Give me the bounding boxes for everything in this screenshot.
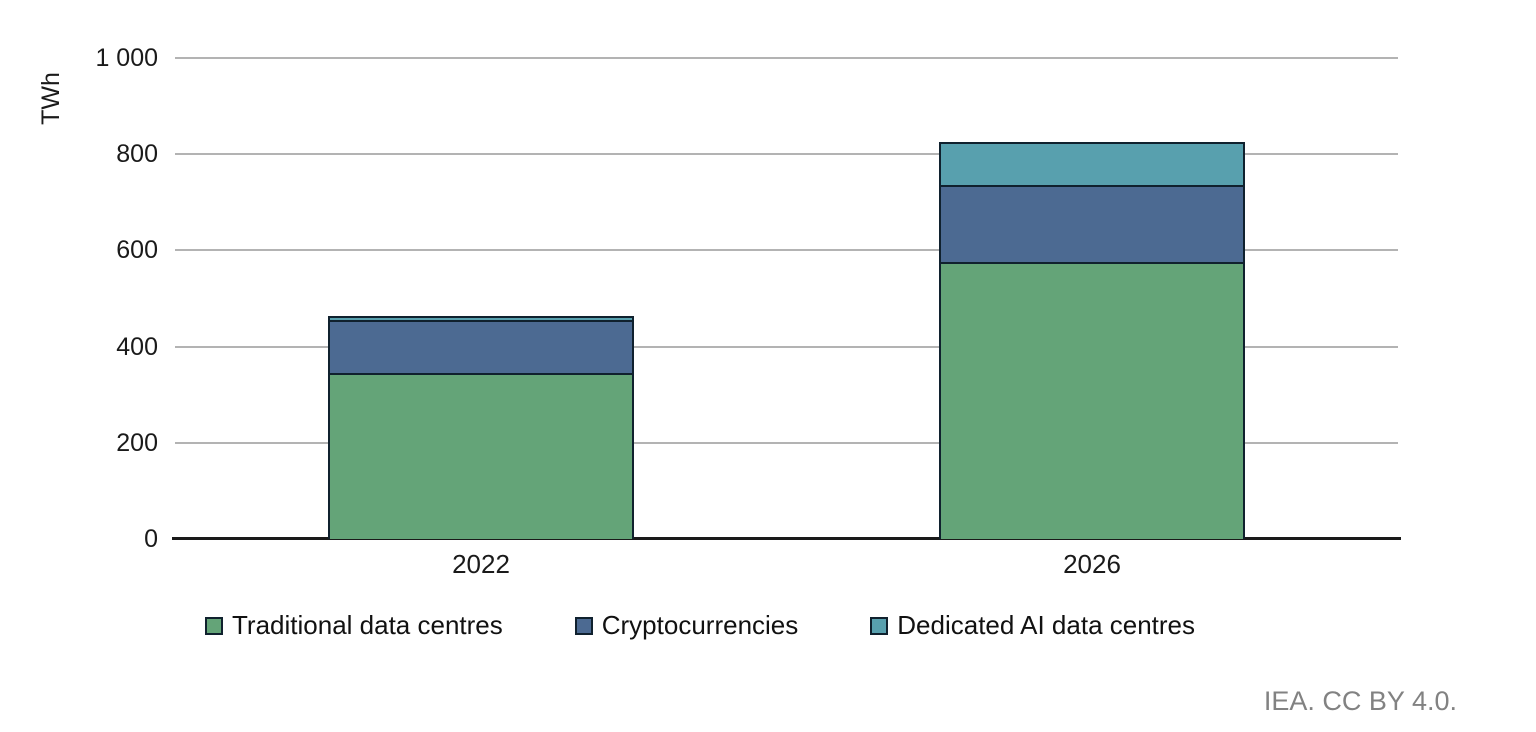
bar-segment-2026-traditional-data-centres xyxy=(939,262,1245,539)
gridline-400 xyxy=(175,345,1398,348)
legend-item-dedicated-ai-data-centres: Dedicated AI data centres xyxy=(870,610,1195,641)
y-tick-label-400: 400 xyxy=(116,332,158,361)
gridline-1000 xyxy=(175,57,1398,59)
x-tick-label-2026: 2026 xyxy=(1063,549,1121,579)
bar-segment-2022-dedicated-ai-data-centres xyxy=(328,316,634,320)
y-tick-label-1000: 1 000 xyxy=(95,44,158,72)
gridline-600 xyxy=(175,249,1398,252)
bar-segment-2022-traditional-data-centres xyxy=(328,373,634,539)
bar-segment-2026-dedicated-ai-data-centres xyxy=(939,142,1245,185)
legend-label-traditional-data-centres: Traditional data centres xyxy=(232,610,503,640)
legend-swatch-cryptocurrencies xyxy=(574,616,593,635)
legend-label-dedicated-ai-data-centres: Dedicated AI data centres xyxy=(897,610,1196,640)
bar-segment-2022-cryptocurrencies xyxy=(328,320,634,373)
x-axis-line xyxy=(172,537,1401,540)
legend: Traditional data centres Cryptocurrencies… xyxy=(205,610,1195,641)
legend-label-cryptocurrencies: Cryptocurrencies xyxy=(601,610,799,640)
y-tick-label-600: 600 xyxy=(116,236,158,265)
y-tick-label-800: 800 xyxy=(116,140,158,169)
attribution: IEA. CC BY 4.0. xyxy=(1263,686,1457,716)
y-tick-label-200: 200 xyxy=(116,428,158,457)
x-tick-label-2022: 2022 xyxy=(452,549,510,579)
bar-segment-2026-cryptocurrencies xyxy=(939,185,1245,262)
gridline-200 xyxy=(175,441,1398,444)
legend-item-cryptocurrencies: Cryptocurrencies xyxy=(574,610,799,641)
bar-stack-2022 xyxy=(328,316,634,539)
y-tick-label-0: 0 xyxy=(144,525,158,553)
legend-swatch-dedicated-ai-data-centres xyxy=(870,616,889,635)
bar-stack-2026 xyxy=(939,142,1245,539)
legend-item-traditional-data-centres: Traditional data centres xyxy=(205,610,503,641)
gridline-800 xyxy=(175,153,1398,156)
legend-swatch-traditional-data-centres xyxy=(205,616,223,635)
